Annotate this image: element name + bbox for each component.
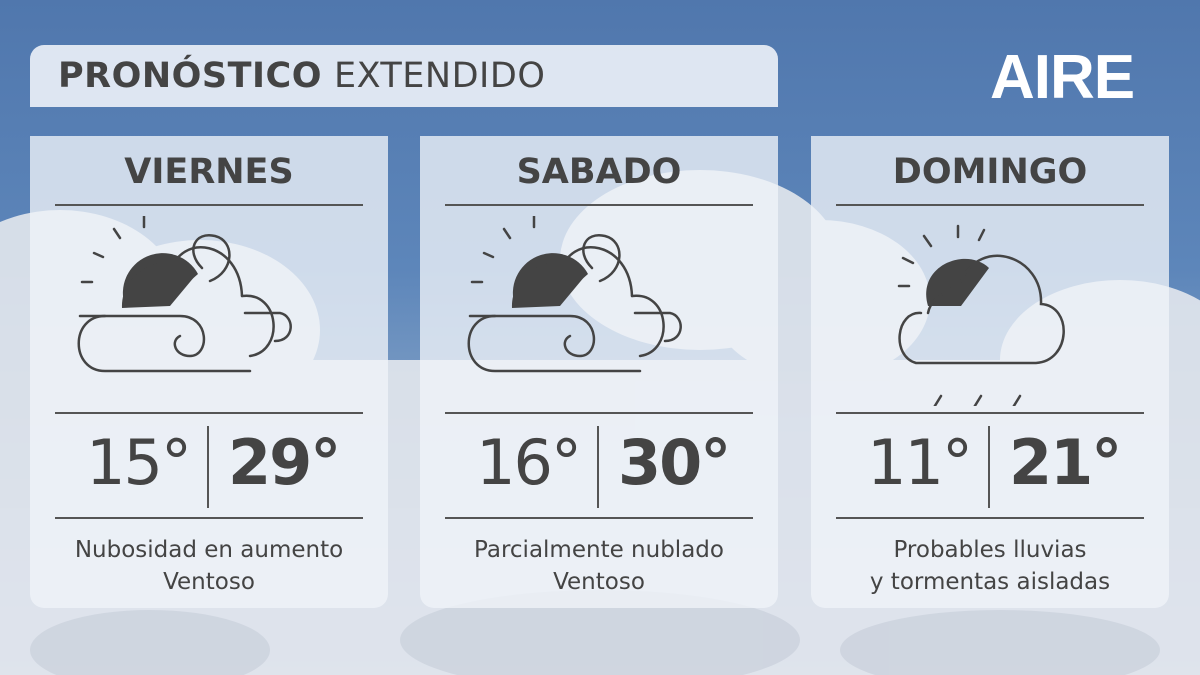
desc-line: Ventoso bbox=[163, 569, 255, 595]
temp-min: 16° bbox=[476, 426, 582, 499]
divider bbox=[55, 517, 363, 519]
desc-line: Ventoso bbox=[553, 569, 645, 595]
title-rest: EXTENDIDO bbox=[333, 56, 546, 96]
partly-cloudy-rain-icon bbox=[897, 224, 1065, 406]
day-name: SABADO bbox=[516, 152, 682, 192]
page-title: PRONÓSTICO EXTENDIDO bbox=[30, 45, 778, 107]
temperatures: 15° 29° bbox=[30, 426, 388, 508]
temp-min: 15° bbox=[86, 426, 192, 499]
desc-line: Parcialmente nublado bbox=[474, 537, 724, 563]
temp-max: 21° bbox=[1009, 426, 1122, 499]
desc-line: Probables lluvias bbox=[893, 537, 1087, 563]
divider bbox=[988, 426, 990, 508]
divider bbox=[55, 204, 363, 206]
divider bbox=[445, 517, 753, 519]
day-card-viernes: VIERNES 15° 29° Nubosidad en aumento Vent… bbox=[30, 136, 388, 608]
divider bbox=[597, 426, 599, 508]
partly-cloudy-windy-icon bbox=[467, 216, 682, 373]
partly-cloudy-windy-icon bbox=[77, 216, 292, 373]
divider bbox=[836, 204, 1144, 206]
desc-line: Nubosidad en aumento bbox=[74, 537, 344, 563]
divider bbox=[445, 204, 753, 206]
desc-line: y tormentas aisladas bbox=[869, 569, 1111, 595]
divider bbox=[836, 517, 1144, 519]
day-name: VIERNES bbox=[124, 152, 294, 192]
temperatures: 11° 21° bbox=[811, 426, 1169, 508]
day-card-sabado: SABADO 16° 30° Parcialmente nublado Vento… bbox=[420, 136, 778, 608]
divider bbox=[55, 412, 363, 414]
divider bbox=[445, 412, 753, 414]
temp-min: 11° bbox=[867, 426, 973, 499]
divider bbox=[836, 412, 1144, 414]
day-name: DOMINGO bbox=[892, 152, 1088, 192]
temp-max: 30° bbox=[618, 426, 731, 499]
aire-logo: AIRE bbox=[990, 43, 1135, 112]
temp-max: 29° bbox=[228, 426, 341, 499]
forecast-description: Nubosidad en aumento Ventoso bbox=[30, 534, 388, 598]
divider bbox=[207, 426, 209, 508]
temperatures: 16° 30° bbox=[420, 426, 778, 508]
forecast-description: Parcialmente nublado Ventoso bbox=[420, 534, 778, 598]
title-bold: PRONÓSTICO bbox=[58, 56, 322, 96]
day-card-domingo: DOMINGO 11° 21° Probables lluvias y torme… bbox=[811, 136, 1169, 608]
forecast-description: Probables lluvias y tormentas aisladas bbox=[811, 534, 1169, 598]
